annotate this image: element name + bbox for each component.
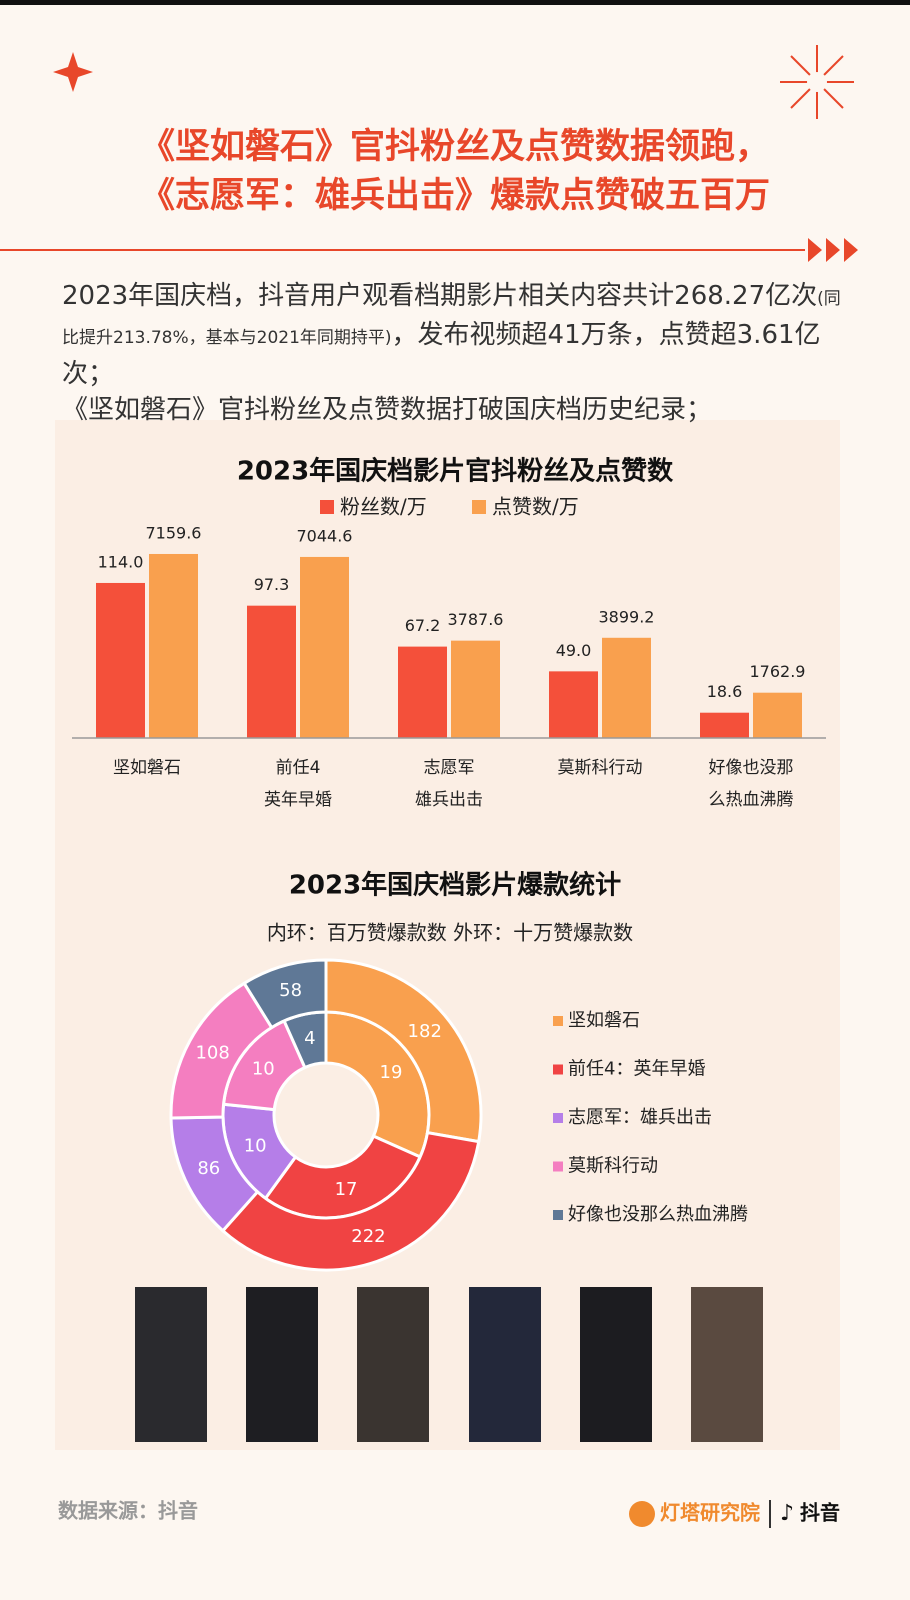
donut-segment <box>242 958 328 1030</box>
legend-swatch <box>553 1210 563 1220</box>
arrows <box>808 238 858 262</box>
source: 数据来源：抖音 <box>58 1499 198 1523</box>
brand: 灯塔研究院 <box>660 1501 760 1525</box>
value-label: 18.6 <box>707 682 743 701</box>
x-tick-label: 坚如磐石 <box>113 758 181 778</box>
value-label: 4 <box>304 1028 315 1049</box>
x-tick-label: 莫斯科行动 <box>558 758 643 778</box>
chart-title: 2023年国庆档影片官抖粉丝及点赞数 <box>237 456 674 487</box>
value-label: 49.0 <box>556 641 592 660</box>
legend-label: 粉丝数/万 <box>340 495 427 519</box>
video-thumbnail <box>135 1287 207 1442</box>
bar <box>247 605 296 738</box>
bar <box>753 692 802 738</box>
value-label: 86 <box>197 1158 220 1179</box>
chart-title: 2023年国庆档影片爆款统计 <box>289 870 621 901</box>
platform: 抖音 <box>800 1501 840 1525</box>
value-label: 3787.6 <box>448 610 504 629</box>
legend-swatch <box>553 1016 563 1026</box>
legend-swatch <box>553 1064 563 1075</box>
video-thumbnail <box>580 1287 652 1442</box>
bar <box>451 640 500 738</box>
value-label: 1762.9 <box>750 662 806 681</box>
value-label: 67.2 <box>405 616 441 635</box>
value-label: 3899.2 <box>599 607 655 626</box>
intro-paragraph: 2023年国庆档，抖音用户观看档期影片相关内容共计268.27亿次(同比提升21… <box>62 278 852 392</box>
legend-swatch <box>553 1113 563 1123</box>
value-label: 108 <box>195 1042 229 1063</box>
value-label: 58 <box>279 980 302 1001</box>
intro-note: (同比提升213.78%，基本与2021年同期持平) <box>62 289 841 348</box>
value-label: 7159.6 <box>146 523 202 542</box>
value-label: 17 <box>335 1179 358 1200</box>
legend-label: 好像也没那么热血沸腾 <box>568 1204 748 1225</box>
intro-paragraph: 《坚如磐石》官抖粉丝及点赞数据打破国庆档历史纪录； <box>62 392 852 428</box>
legend-label: 坚如磐石 <box>568 1010 640 1031</box>
video-thumbnail <box>691 1287 763 1442</box>
bar <box>700 712 749 738</box>
x-tick-label: 志愿军雄兵出击 <box>415 758 483 810</box>
intro-text: ，发布视频超41万条，点赞超3.61亿次； <box>62 320 821 389</box>
value-label: 7044.6 <box>297 526 353 545</box>
intro-text: 2023年国庆档，抖音用户观看档期影片相关内容共计268.27亿次 <box>62 281 818 311</box>
value-label: 114.0 <box>98 552 144 571</box>
value-label: 10 <box>244 1136 267 1157</box>
bar <box>96 582 145 738</box>
video-thumbnails <box>135 1287 763 1442</box>
title-line: 《志愿军：雄兵出击》爆款点赞破五百万 <box>140 176 770 216</box>
bar <box>149 553 198 738</box>
brand-logo <box>629 1501 655 1527</box>
donut-segment <box>324 958 483 1144</box>
legend-label: 前任4：英年早婚 <box>568 1059 705 1080</box>
chart-subtitle: 内环：百万赞爆款数 外环：十万赞爆款数 <box>267 921 633 945</box>
legend-label: 志愿军：雄兵出击 <box>568 1107 712 1128</box>
value-label: 182 <box>408 1021 442 1042</box>
top-bar <box>0 0 910 5</box>
sparkle <box>53 52 93 92</box>
intro-text: 《坚如磐石》官抖粉丝及点赞数据打破国庆档历史纪录； <box>62 395 713 425</box>
bar <box>602 637 651 738</box>
legend-swatch <box>320 500 334 514</box>
legend-label: 莫斯科行动 <box>568 1156 658 1177</box>
legend-label: 点赞数/万 <box>492 495 579 519</box>
donut-segment <box>220 1130 481 1272</box>
value-label: 222 <box>351 1226 385 1247</box>
value-label: 97.3 <box>254 575 290 594</box>
bar <box>300 556 349 738</box>
legend-swatch <box>553 1161 563 1172</box>
x-tick-label: 前任4 英年早婚 <box>264 758 332 810</box>
bar <box>398 646 447 738</box>
value-label: 19 <box>380 1062 403 1083</box>
firework-center <box>807 72 827 92</box>
bar <box>549 671 598 738</box>
value-label: 10 <box>252 1058 275 1079</box>
x-tick-label: 好像也没那么热血沸腾 <box>709 758 794 810</box>
platform-logo: ♪ <box>780 1501 794 1526</box>
title-line: 《坚如磐石》官抖粉丝及点赞数据领跑， <box>140 127 770 167</box>
video-thumbnail <box>469 1287 541 1442</box>
video-thumbnail <box>357 1287 429 1442</box>
legend-swatch <box>472 500 486 514</box>
video-thumbnail <box>246 1287 318 1442</box>
